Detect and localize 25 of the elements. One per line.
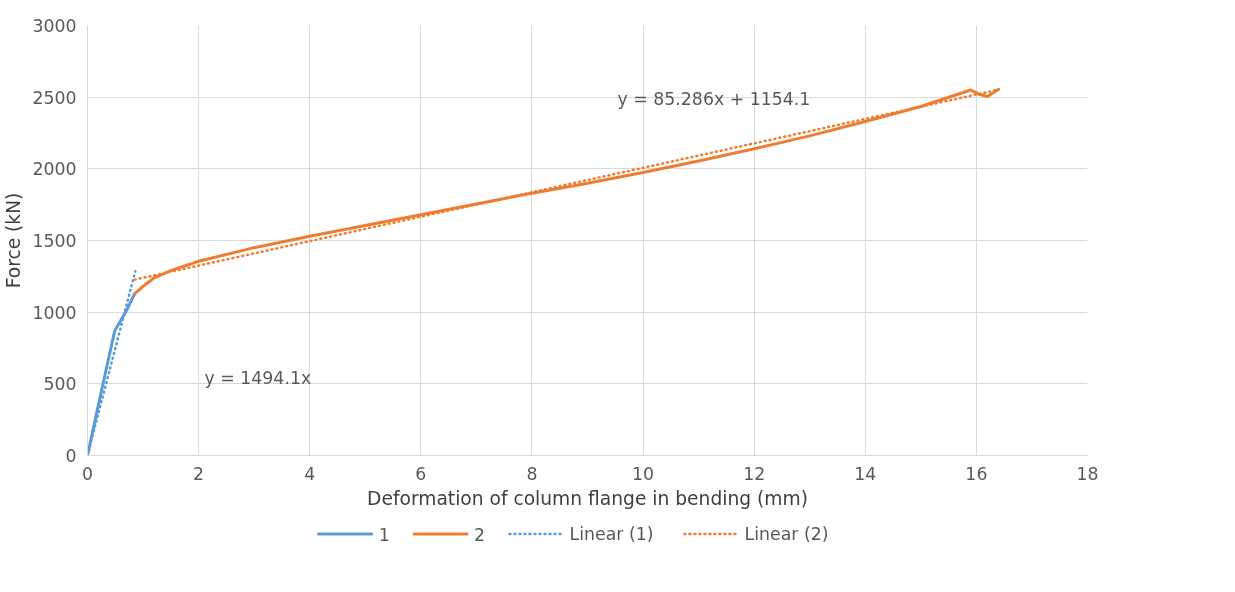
x-tick-label: 2 <box>193 463 205 484</box>
x-tick-label: 4 <box>304 463 316 484</box>
x-axis-title: Deformation of column flange in bending (mm) <box>367 487 808 509</box>
x-tick-label: 0 <box>81 463 94 484</box>
x-tick-label: 10 <box>632 463 655 484</box>
legend-label: 2 <box>474 524 486 545</box>
x-tick-label: 8 <box>526 463 538 484</box>
x-tick-label: 16 <box>965 463 988 484</box>
annotation: y = 1494.1x <box>204 367 312 388</box>
legend-label: Linear (1) <box>569 524 654 544</box>
y-tick-label: 0 <box>65 446 77 466</box>
x-tick-label: 18 <box>1076 463 1099 484</box>
y-tick-label: 2000 <box>32 159 77 180</box>
legend-label: Linear (2) <box>744 524 829 544</box>
x-tick-label: 6 <box>415 463 427 484</box>
y-tick-label: 1000 <box>32 302 77 323</box>
x-tick-label: 14 <box>854 463 877 484</box>
y-tick-label: 1500 <box>32 231 77 251</box>
x-tick-label: 12 <box>743 463 766 484</box>
y-tick-label: 3000 <box>32 16 77 36</box>
y-axis-title: Force (kN) <box>3 192 25 289</box>
legend-label: 1 <box>378 524 390 545</box>
y-tick-label: 2500 <box>32 87 77 108</box>
annotation: y = 85.286x + 1154.1 <box>617 89 811 110</box>
y-tick-label: 500 <box>43 374 77 395</box>
